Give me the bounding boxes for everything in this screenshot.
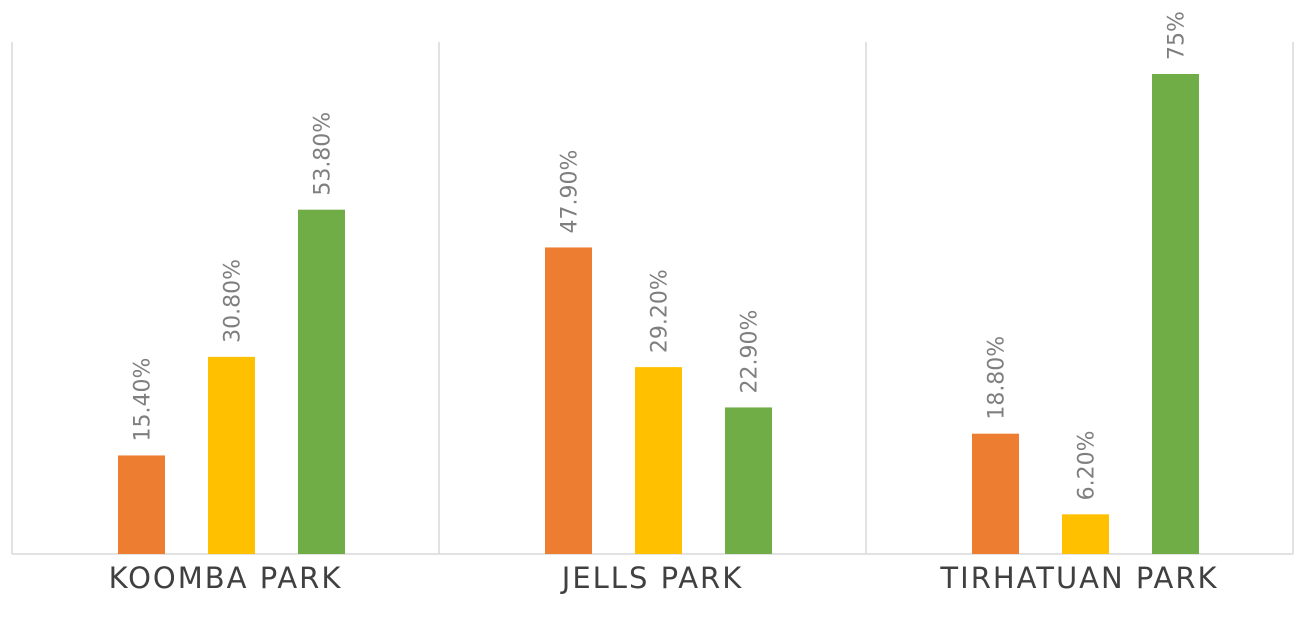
category-label: JELLS PARK <box>560 561 743 595</box>
bar <box>1062 514 1109 554</box>
data-label: 18.80% <box>985 336 1010 420</box>
category-label: TIRHATUAN PARK <box>939 561 1218 595</box>
bar <box>545 247 592 554</box>
bar <box>725 407 772 554</box>
category-label: KOOMBA PARK <box>109 561 343 595</box>
bar <box>118 455 165 554</box>
data-label: 6.20% <box>1075 430 1100 500</box>
bars-layer <box>118 74 1199 554</box>
bar <box>208 356 255 554</box>
category-labels-layer: KOOMBA PARK JELLS PARK TIRHATUAN PARK <box>109 561 1218 595</box>
bar <box>972 433 1019 554</box>
bar <box>298 209 345 554</box>
data-label: 22.90% <box>738 310 763 394</box>
data-labels-layer: 15.40% 30.80% 53.80% 47.90% 29.20% 22.90% 18.8… <box>131 11 1190 500</box>
data-label: 29.20% <box>648 269 673 353</box>
data-label: 75% <box>1165 11 1190 60</box>
data-label: 47.90% <box>558 150 583 234</box>
bar <box>1152 74 1199 554</box>
data-label: 53.80% <box>311 112 336 196</box>
bar <box>635 367 682 554</box>
data-label: 15.40% <box>131 358 156 442</box>
data-label: 30.80% <box>221 259 246 343</box>
